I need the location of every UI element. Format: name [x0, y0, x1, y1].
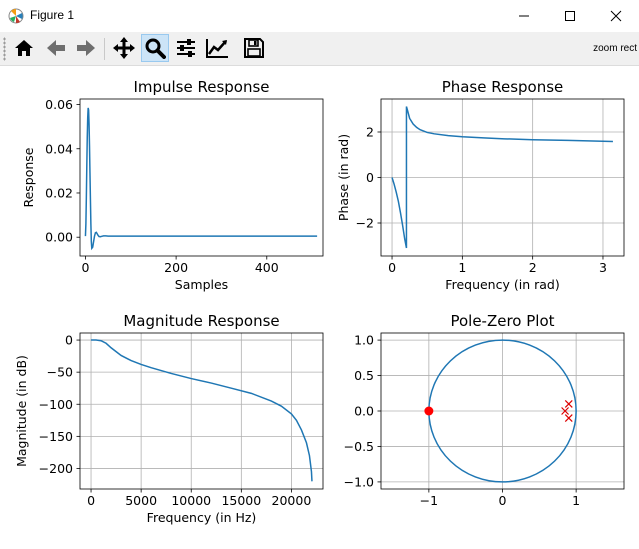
subplot-3[interactable]: 0 5000 10000 15000 20000 0 −50 −100 −150 −200 Magn…	[14, 312, 324, 525]
y-tick-label: −200	[39, 461, 73, 476]
x-tick-label: 5000	[125, 493, 157, 508]
minimize-button[interactable]	[501, 0, 547, 32]
y-tick-label: 0.02	[45, 185, 73, 200]
subplots-button[interactable]	[172, 34, 200, 62]
title-bar: Figure 1	[0, 0, 639, 33]
magnifier-icon	[145, 38, 166, 59]
window-title: Figure 1	[30, 8, 75, 22]
pan-button[interactable]	[110, 34, 138, 62]
y-tick-label: 2	[366, 124, 374, 139]
y-tick-label: 0.0	[354, 404, 374, 419]
x-axis-label: Frequency (in rad)	[445, 277, 559, 292]
y-axis-label: Magnitude (in dB)	[14, 355, 29, 467]
x-tick-label: 20000	[272, 493, 312, 508]
x-tick-label: 0	[388, 260, 396, 275]
x-tick-label: 15000	[221, 493, 261, 508]
line-chart-icon	[206, 39, 228, 58]
chart-title: Impulse Response	[133, 78, 269, 96]
toolbar-separator	[104, 38, 105, 60]
y-tick-label: 0.04	[45, 141, 73, 156]
x-tick-label: 1	[572, 493, 580, 508]
pole-marker	[564, 414, 573, 423]
series-line	[391, 106, 613, 249]
subplot-1[interactable]: 0 200 400 0.00 0.02 0.04 0.06 Impulse Response S…	[21, 78, 324, 292]
y-tick-label: 0	[366, 170, 374, 185]
x-tick-label: 0	[499, 493, 507, 508]
axes-frame	[79, 332, 324, 490]
y-tick-label: −0.5	[344, 439, 374, 454]
y-tick-label: −150	[39, 429, 73, 444]
mode-indicator: zoom rect	[593, 43, 637, 54]
x-tick-label: 1	[458, 260, 466, 275]
y-tick-label: −50	[47, 365, 73, 380]
x-axis-label: Samples	[175, 277, 228, 292]
series-line	[84, 107, 318, 251]
subplot-4[interactable]: −1 0 1 −1.0 −0.5 0.0 0.5 1.0 Pole-Zero Plot	[344, 312, 625, 508]
zoom-button[interactable]	[141, 34, 169, 62]
x-tick-label: 2	[529, 260, 537, 275]
home-button[interactable]	[10, 34, 38, 62]
maximize-icon	[565, 11, 575, 21]
y-tick-label: −2	[356, 216, 374, 231]
arrow-left-icon	[47, 40, 65, 56]
x-axis-label: Frequency (in Hz)	[147, 510, 257, 525]
navigation-toolbar: zoom rect	[0, 32, 639, 66]
x-tick-label: −1	[420, 493, 438, 508]
save-button[interactable]	[240, 34, 268, 62]
zero-marker	[424, 406, 434, 416]
x-tick-label: 400	[255, 260, 279, 275]
y-tick-label: 0.5	[354, 368, 374, 383]
x-tick-label: 3	[599, 260, 607, 275]
pole-marker	[564, 399, 573, 408]
x-tick-label: 0	[87, 493, 95, 508]
close-button[interactable]	[593, 0, 639, 32]
matplotlib-icon	[8, 8, 24, 24]
chart-title: Pole-Zero Plot	[450, 312, 554, 330]
sliders-icon	[177, 39, 195, 57]
floppy-disk-icon	[244, 38, 264, 58]
home-icon	[15, 40, 33, 56]
chart-title: Magnitude Response	[123, 312, 279, 330]
figure-canvas[interactable]: 0 200 400 0.00 0.02 0.04 0.06 Impulse Response S…	[0, 66, 639, 545]
arrow-right-icon	[77, 40, 95, 56]
maximize-button[interactable]	[547, 0, 593, 32]
close-icon	[610, 10, 622, 22]
y-axis-label: Response	[21, 147, 36, 207]
y-tick-label: 1.0	[354, 333, 374, 348]
forward-button[interactable]	[72, 34, 100, 62]
y-tick-label: 0.06	[45, 97, 73, 112]
series-line	[91, 339, 313, 482]
edit-axes-button[interactable]	[203, 34, 231, 62]
subplot-2[interactable]: 0 1 2 3 −2 0 2 Phase Response Frequency (in rad)…	[336, 78, 625, 292]
chart-title: Phase Response	[442, 78, 564, 96]
y-tick-label: −100	[39, 397, 73, 412]
x-tick-label: 200	[164, 260, 188, 275]
move-icon	[113, 37, 135, 59]
minimize-icon	[519, 15, 529, 17]
y-tick-label: 0.00	[45, 230, 73, 245]
x-tick-label: 0	[81, 260, 89, 275]
axes-frame	[79, 98, 324, 257]
back-button[interactable]	[42, 34, 70, 62]
x-tick-label: 10000	[171, 493, 211, 508]
y-tick-label: −1.0	[344, 474, 374, 489]
y-tick-label: 0	[65, 333, 73, 348]
pole-marker	[561, 407, 570, 415]
toolbar-grip[interactable]	[3, 37, 6, 61]
y-axis-label: Phase (in rad)	[336, 134, 351, 221]
